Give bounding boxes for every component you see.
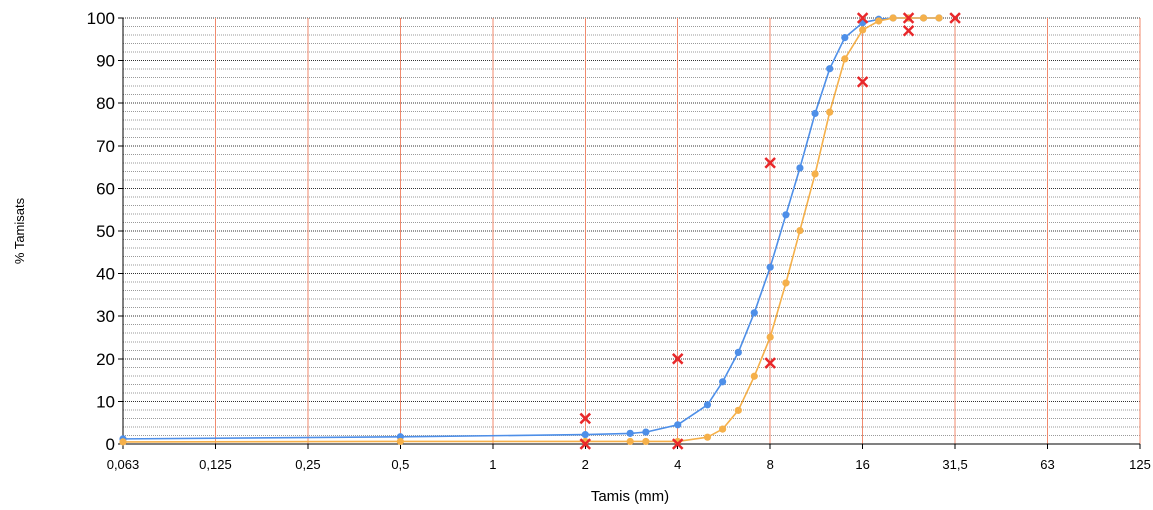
data-point [875, 17, 883, 25]
x-marker [764, 157, 776, 169]
data-point [935, 14, 943, 22]
data-point [919, 14, 928, 22]
data-point [859, 26, 867, 34]
x-tick-label: 0,5 [391, 457, 409, 472]
data-point [719, 378, 727, 386]
data-point [642, 428, 650, 436]
x-marker [856, 76, 869, 88]
series-layer [119, 12, 961, 450]
y-tick-labels: 0 10 20 30 40 50 60 70 80 90 100 [87, 9, 115, 454]
x-marker-stroke [671, 438, 684, 450]
data-point [841, 33, 849, 42]
data-point [766, 333, 774, 341]
data-point [396, 437, 404, 446]
series-0 [119, 14, 943, 443]
data-point [674, 421, 682, 429]
y-tick-label: 90 [96, 52, 115, 71]
x-marker [949, 12, 961, 24]
x-tick-label: 16 [855, 457, 869, 472]
data-point [734, 348, 742, 357]
data-point [626, 437, 634, 446]
y-tick-label: 20 [96, 350, 115, 369]
data-point [826, 65, 834, 73]
x-marker [671, 353, 684, 365]
y-tick-label: 30 [96, 307, 115, 326]
y-tick-label: 10 [96, 392, 115, 411]
series-line [122, 17, 939, 443]
y-tick-label: 40 [96, 265, 115, 284]
data-point [626, 429, 634, 437]
data-point [782, 279, 790, 287]
x-marker-stroke [764, 157, 776, 169]
x-tick-label: 63 [1040, 457, 1054, 472]
major-horizontal-gridlines [123, 17, 1140, 445]
y-tick-label: 70 [96, 137, 115, 156]
data-point [734, 406, 742, 414]
data-point [841, 55, 849, 63]
x-tick-labels: 0,063 0,125 0,25 0,5 1 2 4 8 16 31,5 63 125 [107, 457, 1151, 472]
data-point [581, 431, 589, 439]
series-1 [119, 14, 943, 446]
series-2 [579, 12, 961, 450]
data-point [889, 14, 897, 22]
x-marker [579, 438, 592, 450]
x-marker [856, 12, 869, 24]
data-point [750, 372, 758, 380]
x-tick-label: 2 [582, 457, 589, 472]
x-axis-title: Tamis (mm) [591, 488, 669, 505]
x-marker [902, 25, 915, 37]
data-point [719, 425, 727, 433]
x-marker [902, 12, 915, 24]
data-point [766, 263, 774, 271]
series-line [122, 17, 939, 440]
data-point [796, 226, 804, 235]
x-tick-label: 0,125 [199, 457, 232, 472]
x-tick-label: 8 [767, 457, 774, 472]
x-tick-label: 0,063 [107, 457, 140, 472]
data-point [796, 164, 804, 172]
x-marker-stroke [579, 412, 592, 425]
x-marker-stroke [764, 357, 776, 369]
x-marker [579, 412, 592, 425]
x-tick-label: 125 [1129, 457, 1151, 472]
x-marker [671, 438, 684, 450]
y-tick-label: 0 [106, 435, 115, 454]
y-tick-label: 60 [96, 179, 115, 198]
x-marker-stroke [949, 12, 961, 24]
y-tick-label: 80 [96, 94, 115, 113]
x-marker-stroke [902, 12, 915, 24]
data-point [811, 170, 819, 178]
data-point [750, 309, 758, 317]
y-tick-label: 50 [96, 222, 115, 241]
data-point [782, 211, 790, 219]
x-tick-label: 4 [674, 457, 681, 472]
x-marker-stroke [902, 25, 915, 37]
data-point [642, 437, 650, 446]
y-tick-label: 100 [87, 9, 115, 28]
x-marker-stroke [856, 76, 869, 88]
x-tick-label: 1 [489, 457, 496, 472]
x-marker [764, 357, 776, 369]
minor-gridlines [123, 26, 1140, 436]
x-marker-stroke [856, 12, 869, 24]
data-point [119, 438, 127, 446]
data-point [826, 108, 834, 116]
y-axis-title: % Tamisats [12, 197, 27, 264]
x-marker-stroke [671, 353, 684, 365]
x-marker-stroke [579, 438, 592, 450]
x-tick-label: 31,5 [942, 457, 967, 472]
data-point [703, 401, 712, 409]
data-point [703, 433, 712, 441]
x-tick-label: 0,25 [295, 457, 320, 472]
data-point [811, 109, 819, 118]
